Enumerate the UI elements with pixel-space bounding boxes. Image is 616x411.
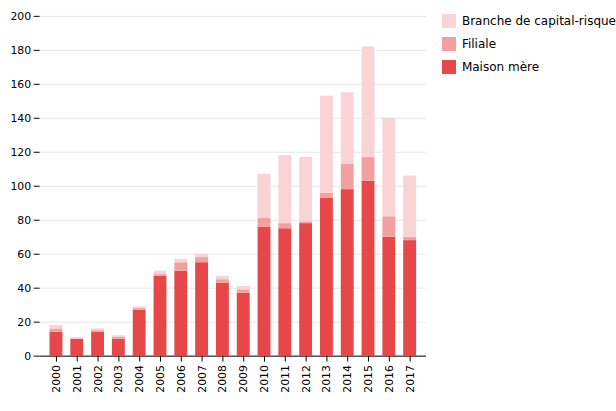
svg-text:2013: 2013 — [320, 365, 333, 393]
svg-text:60: 60 — [17, 248, 31, 261]
svg-text:120: 120 — [10, 146, 31, 159]
svg-text:2008: 2008 — [216, 365, 229, 393]
svg-text:2010: 2010 — [258, 365, 271, 393]
svg-text:2005: 2005 — [154, 365, 167, 393]
svg-text:140: 140 — [10, 112, 31, 125]
html-text:Filiale: Filiale — [461, 37, 496, 51]
svg-text:2012: 2012 — [300, 365, 313, 393]
svg-text:0: 0 — [24, 350, 31, 363]
svg-text:2009: 2009 — [237, 365, 250, 393]
svg-text:2000: 2000 — [50, 365, 63, 393]
svg-text:2004: 2004 — [133, 365, 146, 393]
svg-text:100: 100 — [10, 180, 31, 193]
html-text:Branche de capital-risque: Branche de capital-risque — [461, 14, 616, 28]
svg-text:2014: 2014 — [341, 365, 354, 393]
svg-text:2001: 2001 — [71, 365, 84, 393]
svg-text:2006: 2006 — [175, 365, 188, 393]
svg-text:2017: 2017 — [404, 365, 417, 393]
svg-text:80: 80 — [17, 214, 31, 227]
svg-text:180: 180 — [10, 44, 31, 57]
svg-text:2016: 2016 — [383, 365, 396, 393]
svg-text:160: 160 — [10, 78, 31, 91]
svg-text:2015: 2015 — [362, 365, 375, 393]
html-text:Maison mère: Maison mère — [461, 60, 540, 74]
svg-text:2003: 2003 — [112, 365, 125, 393]
svg-text:40: 40 — [17, 282, 31, 295]
svg-text:2007: 2007 — [196, 365, 209, 393]
svg-text:2011: 2011 — [279, 365, 292, 393]
svg-text:2002: 2002 — [92, 365, 105, 393]
svg-text:20: 20 — [17, 316, 31, 329]
svg-text:200: 200 — [10, 10, 31, 23]
